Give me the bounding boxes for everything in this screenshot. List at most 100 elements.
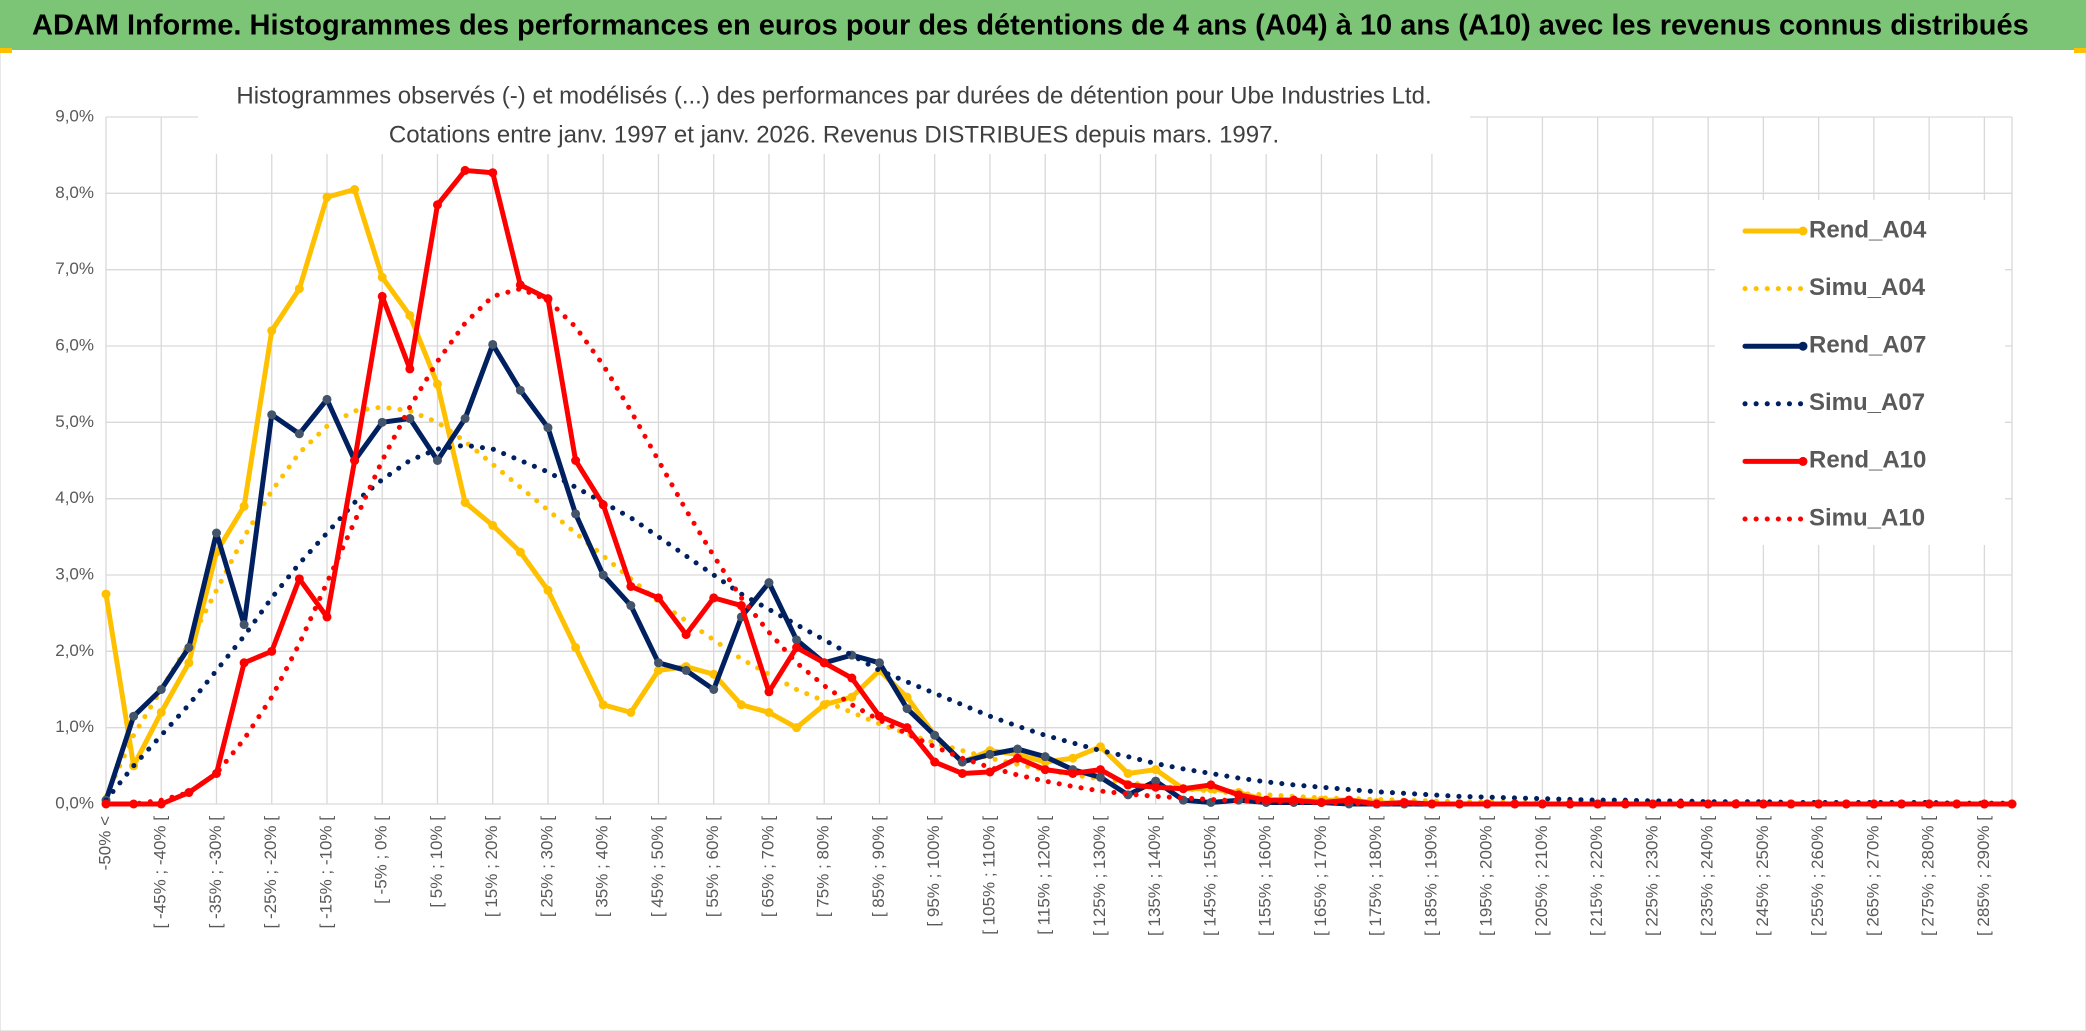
point: [543, 585, 553, 595]
point: [571, 456, 581, 465]
point: [1482, 799, 1492, 809]
x-tick-label: [ 95% ; 100% [: [924, 816, 943, 927]
legend-label: Rend_A10: [1809, 447, 1926, 474]
legend-label: Simu_A10: [1809, 504, 1925, 531]
point: [1095, 765, 1105, 775]
point: [1151, 782, 1161, 792]
x-tick-label: [ -25% ; -20% [: [261, 816, 280, 929]
point: [874, 711, 884, 721]
legend-marker: [1798, 341, 1808, 351]
point: [2007, 799, 2017, 809]
x-tick-label: [ 195% ; 200% [: [1477, 816, 1496, 936]
y-tick-label: 9,0%: [55, 106, 94, 125]
point: [985, 749, 995, 759]
point: [847, 673, 857, 683]
point: [294, 284, 304, 294]
series-line: [103, 286, 2015, 807]
point: [322, 612, 332, 622]
point: [1040, 765, 1050, 775]
y-tick-label: 0,0%: [55, 793, 94, 812]
corner: [2074, 48, 2086, 53]
point: [598, 570, 608, 580]
point: [239, 658, 249, 668]
point: [736, 700, 746, 710]
legend-bg: [1715, 200, 2005, 545]
point: [598, 700, 608, 710]
x-tick-label: [ 105% ; 110% [: [979, 816, 998, 935]
point: [1206, 780, 1216, 790]
point: [571, 643, 581, 653]
point: [377, 291, 387, 301]
x-tick-label: [ -45% ; -40% [: [151, 816, 170, 929]
point: [405, 310, 415, 320]
point: [1123, 780, 1133, 790]
x-tick-label: [ 255% ; 260% [: [1808, 816, 1827, 936]
point: [543, 423, 553, 433]
point: [432, 379, 442, 389]
x-tick-label: [ 85% ; 90% [: [869, 816, 888, 917]
point: [902, 723, 912, 733]
point: [488, 339, 498, 349]
legend-label: Rend_A07: [1809, 332, 1926, 359]
y-tick-label: 7,0%: [55, 259, 94, 278]
legend-label: Simu_A07: [1809, 389, 1925, 416]
x-tick-label: [ 135% ; 140% [: [1145, 816, 1164, 936]
point: [184, 658, 194, 668]
point: [488, 520, 498, 530]
x-tick-label: [ 15% ; 20% [: [482, 816, 501, 917]
x-tick-label: [ 205% ; 210% [: [1532, 816, 1551, 936]
point: [598, 500, 608, 510]
point: [1040, 752, 1050, 762]
x-tick-label: [ 25% ; 30% [: [537, 816, 556, 917]
point: [267, 410, 277, 420]
point: [571, 509, 581, 519]
corner: [0, 48, 12, 53]
x-tick-label: [ 145% ; 150% [: [1200, 816, 1219, 936]
y-tick-label: 2,0%: [55, 641, 94, 660]
point: [1593, 799, 1603, 809]
point: [1427, 799, 1437, 809]
point: [792, 723, 802, 733]
x-tick-label: [ 215% ; 220% [: [1587, 816, 1606, 936]
x-tick-label: [ 285% ; 290% [: [1974, 816, 1993, 936]
x-tick-label: [ 185% ; 190% [: [1421, 816, 1440, 936]
point: [653, 593, 663, 603]
point: [764, 578, 774, 588]
point: [1234, 790, 1244, 800]
point: [1979, 799, 1989, 809]
point: [1013, 753, 1023, 763]
point: [681, 665, 691, 675]
y-tick-label: 1,0%: [55, 717, 94, 736]
point: [460, 414, 470, 424]
series-line: [103, 442, 2015, 806]
point: [129, 711, 139, 721]
x-tick-label: [ 165% ; 170% [: [1311, 816, 1330, 936]
point: [681, 630, 691, 640]
point: [626, 707, 636, 717]
title-bar: [0, 0, 2086, 50]
y-tick-label: 4,0%: [55, 488, 94, 507]
point: [156, 707, 166, 717]
point: [211, 528, 221, 538]
point: [1068, 753, 1078, 763]
point: [432, 200, 442, 210]
x-tick-label: [ 235% ; 240% [: [1698, 816, 1717, 936]
point: [1537, 799, 1547, 809]
point: [405, 364, 415, 374]
point: [709, 669, 719, 679]
point: [156, 799, 166, 809]
point: [294, 574, 304, 584]
chart-title: ADAM Informe. Histogrammes des performan…: [32, 10, 2029, 42]
y-tick-label: 6,0%: [55, 335, 94, 354]
legend-marker: [1798, 456, 1808, 466]
point: [930, 757, 940, 767]
x-tick-label: [ 115% ; 120% [: [1035, 816, 1054, 935]
point: [322, 192, 332, 202]
legend-label: Simu_A04: [1809, 274, 1926, 301]
point: [764, 687, 774, 697]
point: [432, 456, 442, 465]
point: [1648, 799, 1658, 809]
x-tick-label: [ 155% ; 160% [: [1256, 816, 1275, 936]
x-tick-label: [ 175% ; 180% [: [1366, 816, 1385, 936]
